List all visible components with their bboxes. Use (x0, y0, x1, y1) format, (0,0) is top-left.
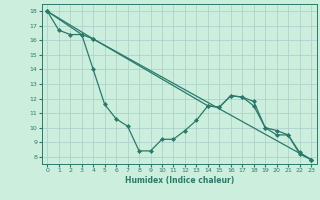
X-axis label: Humidex (Indice chaleur): Humidex (Indice chaleur) (124, 176, 234, 185)
